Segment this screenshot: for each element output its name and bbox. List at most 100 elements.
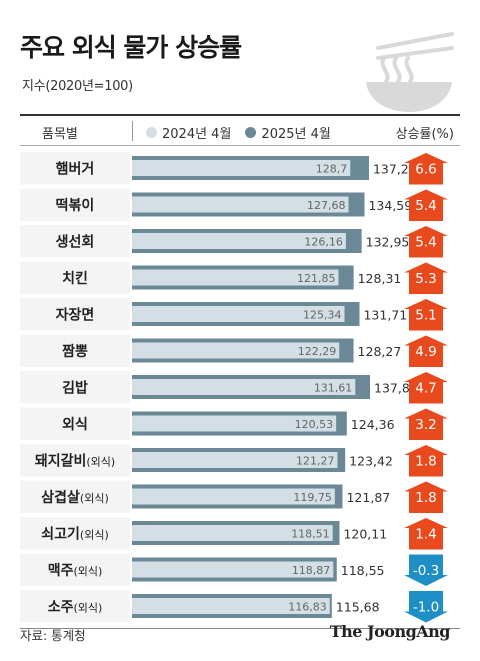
value-label-2024: 116,83: [288, 600, 327, 613]
category-label: 맥주(외식): [48, 562, 103, 579]
rate-up-arrow: [404, 445, 448, 477]
value-label-2025: 131,71: [363, 307, 407, 322]
rate-up-arrow: [404, 335, 448, 367]
row-label-background: [20, 371, 130, 404]
category-label: 삼겹살(외식): [41, 489, 108, 506]
bar-2024: [132, 160, 351, 176]
value-label-2025: 128,31: [358, 271, 402, 286]
value-label-2025: 123,42: [349, 453, 393, 468]
value-label-2025: 115,68: [336, 599, 380, 614]
bar-2024: [132, 306, 345, 322]
row-label-background: [20, 517, 130, 550]
rate-label: 4.9: [415, 344, 436, 360]
row-label-background: [20, 225, 130, 258]
noodle-bowl-icon: [366, 32, 454, 112]
rate-label: 1.8: [415, 453, 436, 469]
rate-label: 5.4: [415, 198, 436, 214]
value-label-2024: 118,87: [292, 564, 331, 577]
brand-logo: The JoongAng: [329, 622, 451, 641]
rate-up-arrow: [404, 518, 448, 550]
rate-up-arrow: [404, 299, 448, 331]
category-header: 품목별: [42, 127, 78, 142]
category-label: 햄버거: [56, 160, 95, 177]
value-label-2025: 120,11: [343, 526, 387, 541]
bar-2024: [132, 196, 349, 213]
chart-subtitle: 지수(2020년=100): [22, 79, 133, 94]
legend-2024-label: 2024년 4월: [162, 127, 232, 142]
value-label-2024: 126,16: [304, 235, 343, 248]
rate-up-arrow: [404, 262, 448, 294]
category-label: 생선회: [56, 234, 95, 250]
value-label-2025: 137,2: [373, 161, 409, 176]
rate-label: 5.3: [415, 271, 436, 287]
value-label-2024: 131,61: [314, 381, 353, 394]
legend-2024-swatch: [146, 127, 157, 138]
bar-2024: [132, 233, 346, 249]
category-label: 소주(외식): [48, 599, 103, 615]
rate-label: -1.0: [413, 599, 439, 615]
bar-2024: [132, 452, 338, 468]
row-label-background: [20, 553, 130, 586]
row-label-background: [20, 444, 130, 477]
row-label-background: [20, 407, 130, 440]
bar-2024: [132, 561, 334, 578]
rate-label: -0.3: [413, 563, 439, 579]
rate-down-arrow: [404, 554, 448, 586]
source-note: 자료: 통계청: [20, 628, 86, 643]
table-header: 품목별 2024년 4월 2025년 4월 상승률(%): [20, 114, 460, 146]
rate-label: 1.4: [415, 526, 436, 542]
legend: 2024년 4월 2025년 4월: [146, 123, 331, 142]
row-label-background: [20, 590, 130, 623]
legend-2025-swatch: [245, 127, 257, 138]
bar-2024: [132, 269, 339, 286]
category-label: 쇠고기(외식): [41, 526, 108, 542]
value-label-2025: 118,55: [341, 563, 385, 578]
category-label: 떡볶이: [56, 197, 95, 214]
category-label: 짬뽕: [62, 343, 88, 360]
value-label-2025: 137,8: [374, 380, 410, 395]
row-label-background: [20, 334, 130, 367]
value-label-2024: 118,51: [291, 527, 330, 540]
bar-2024: [132, 379, 356, 395]
value-label-2024: 122,29: [298, 345, 337, 358]
value-label-2024: 127,68: [307, 199, 346, 212]
row-label-background: [20, 261, 130, 294]
rate-up-arrow: [404, 372, 448, 404]
category-label: 김밥: [62, 379, 88, 396]
page-title: 주요 외식 물가 상승률: [20, 33, 242, 62]
rate-up-arrow: [404, 189, 448, 221]
row-label-background: [20, 298, 130, 331]
value-label-2025: 128,27: [358, 344, 402, 359]
value-label-2025: 134,59: [368, 198, 412, 213]
rate-label: 1.8: [415, 490, 436, 506]
bar-2024: [132, 342, 340, 359]
value-label-2025: 132,95: [366, 234, 410, 249]
rate-up-arrow: [404, 481, 448, 513]
category-label: 치킨: [62, 270, 88, 287]
value-label-2024: 120,53: [295, 418, 334, 431]
value-label-2024: 125,34: [303, 308, 342, 321]
bar-2024: [132, 488, 335, 505]
value-label-2024: 121,27: [296, 454, 335, 467]
category-label: 돼지갈비(외식): [35, 453, 115, 469]
category-label: 외식: [62, 416, 88, 433]
header-divider: [132, 121, 133, 141]
rate-header: 상승률(%): [395, 127, 454, 142]
row-label-background: [20, 188, 130, 221]
row-label-background: [20, 152, 130, 185]
rate-up-arrow: [404, 408, 448, 440]
rate-label: 3.2: [415, 417, 436, 433]
legend-2025-label: 2025년 4월: [261, 127, 331, 142]
value-label-2024: 119,75: [293, 491, 332, 504]
rate-label: 4.7: [415, 380, 436, 396]
category-label: 자장면: [56, 306, 95, 323]
value-label-2024: 121,85: [297, 272, 336, 285]
rate-up-arrow: [404, 153, 448, 185]
bar-2024: [132, 598, 330, 614]
value-label-2025: 121,87: [346, 490, 390, 505]
row-label-background: [20, 480, 130, 513]
rate-up-arrow: [404, 226, 448, 258]
rate-label: 6.6: [415, 161, 436, 177]
rate-label: 5.1: [415, 307, 436, 323]
